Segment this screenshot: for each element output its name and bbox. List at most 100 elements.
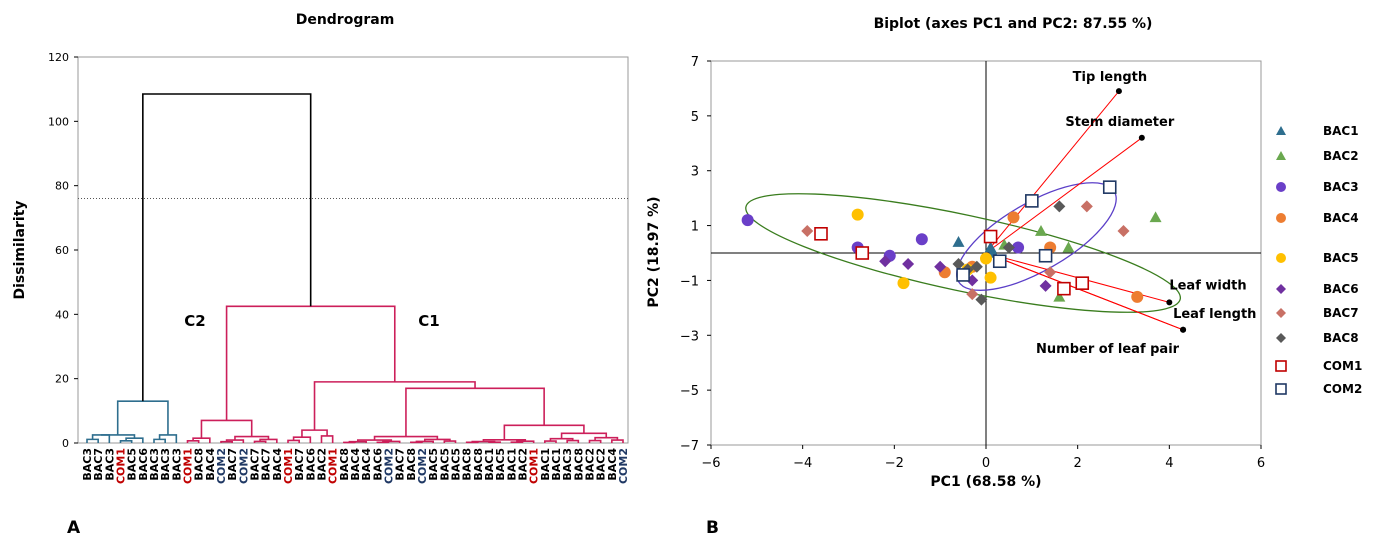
dendrogram-leaf-label: COM1 — [182, 448, 195, 484]
data-point-bac8 — [952, 257, 965, 270]
biplot-y-tick-label: 5 — [691, 110, 699, 125]
data-point-com1 — [1075, 276, 1090, 290]
dendrogram-leaf-label: BAC5 — [427, 448, 440, 481]
data-point-bac5 — [851, 208, 864, 221]
dendrogram-leaf-label: BAC7 — [260, 448, 273, 481]
dendrogram-leaf-label: BAC8 — [193, 448, 206, 481]
data-point-com1 — [814, 227, 828, 241]
biplot-x-tick-label: 6 — [1257, 456, 1265, 471]
data-point-bac5 — [897, 277, 910, 290]
dendrogram-leaf-label: BAC4 — [271, 448, 284, 481]
dendrogram-link — [200, 419, 253, 439]
biplot-x-tick-label: 0 — [982, 456, 990, 471]
dendrogram-link — [465, 441, 479, 444]
dendrogram-link — [382, 440, 401, 443]
dendrogram-link — [253, 440, 267, 443]
dendrogram-leaf-label: COM2 — [383, 448, 396, 484]
biplot-y-tick-label: −7 — [680, 439, 699, 454]
dendrogram-link — [588, 439, 602, 443]
dendrogram-leaf-label: COM2 — [237, 448, 250, 484]
legend-marker-bac6 — [1276, 284, 1286, 294]
cluster-label-c1: C1 — [418, 312, 439, 330]
legend-label: BAC8 — [1323, 331, 1359, 345]
variable-vector — [985, 137, 1143, 254]
dendrogram-y-axis: 0 20 40 60 80 100 120 — [48, 51, 78, 450]
dendrogram-link — [423, 438, 451, 442]
dendrogram-link — [566, 439, 580, 443]
cluster-label-c2: C2 — [184, 312, 205, 330]
biplot-y-tick-label: −5 — [680, 384, 699, 399]
data-point-bac6 — [902, 257, 915, 270]
dendrogram-link — [119, 440, 133, 443]
data-point-bac7 — [1117, 225, 1130, 238]
dendrogram-leaf-label: BAC2 — [595, 448, 608, 481]
dendrogram-link — [186, 440, 200, 443]
biplot-chart: Biplot (axes PC1 and PC2: 87.55 %) PC1 (… — [646, 16, 1362, 538]
variable-vector-label: Number of leaf pair — [1036, 342, 1180, 357]
dendrogram-link — [100, 434, 136, 439]
data-point-bac8 — [1002, 241, 1015, 254]
dendrogram-link — [320, 435, 334, 443]
legend-label: BAC1 — [1323, 124, 1359, 138]
legend-marker-bac7 — [1276, 308, 1286, 318]
panel-label-b: B — [706, 518, 719, 538]
data-point-bac4 — [1007, 211, 1020, 224]
dendrogram-leaf-label: BAC8 — [472, 448, 485, 481]
data-point-bac6 — [934, 260, 947, 273]
dendrogram-leaf-label: COM2 — [617, 448, 630, 484]
dendrogram-leaf-label: BAC8 — [572, 448, 585, 481]
dendrogram-y-tick-label: 20 — [55, 373, 69, 386]
dendrogram-plot-frame — [77, 56, 629, 444]
dendrogram-leaf-label: BAC7 — [226, 448, 239, 481]
dendrogram-leaf-label: BAC7 — [92, 448, 105, 481]
dendrogram-link — [234, 435, 270, 441]
data-point-bac8 — [975, 293, 988, 306]
variable-vector-endpoint — [1166, 299, 1173, 306]
dendrogram-leaf-label: BAC2 — [517, 448, 530, 481]
legend-marker-com1 — [1275, 360, 1287, 372]
variable-vectors: Tip length Stem diameter Leaf width Leaf le… — [985, 70, 1256, 357]
variable-vector-label: Tip length — [1073, 70, 1147, 85]
dendrogram-leaf-label: BAC2 — [584, 448, 597, 481]
data-point-com2 — [956, 268, 970, 282]
dendrogram-link — [343, 441, 356, 444]
dendrogram-y-axis-label: Dissimilarity — [12, 200, 28, 299]
panel-label-a: A — [67, 518, 81, 538]
legend-marker-bac5 — [1276, 253, 1286, 263]
biplot-x-tick-label: −6 — [701, 456, 720, 471]
data-point-bac8 — [970, 260, 983, 273]
variable-vector — [985, 252, 1184, 331]
dendrogram-leaf-labels: BAC3BAC7BAC3COM1BAC5BAC6BAC3BAC3BAC3COM1… — [81, 448, 630, 484]
dendrogram-leaf-label: BAC5 — [126, 448, 139, 481]
biplot-x-tick-label: 2 — [1074, 456, 1082, 471]
legend-label: BAC2 — [1323, 149, 1359, 163]
data-point-bac7 — [966, 288, 979, 301]
dendrogram-leaf-label: BAC7 — [394, 448, 407, 481]
data-point-bac7 — [1080, 200, 1093, 213]
dendrogram-title: Dendrogram — [296, 12, 395, 28]
dendrogram-leaf-label: COM2 — [215, 448, 228, 484]
variable-vector-endpoint — [1180, 326, 1187, 333]
biplot-y-tick-label: 7 — [691, 55, 699, 70]
data-point-com1 — [1057, 281, 1071, 296]
dendrogram-link — [443, 440, 457, 443]
dendrogram-link — [86, 438, 99, 443]
legend-label: BAC5 — [1323, 251, 1359, 265]
biplot-x-tick-label: −4 — [793, 456, 812, 471]
biplot-y-tick-label: −1 — [680, 274, 699, 289]
dendrogram-link — [313, 381, 476, 431]
dendrogram-leaf-label: BAC1 — [539, 448, 552, 481]
variable-vector-endpoint — [1138, 134, 1145, 141]
variable-vector-endpoint — [1115, 88, 1122, 95]
dendrogram-leaf-label: BAC4 — [204, 448, 217, 481]
dendrogram-link — [91, 434, 111, 443]
dendrogram-link — [594, 436, 619, 441]
biplot-x-tick-label: −2 — [885, 456, 904, 471]
biplot-y-axis-label: PC2 (18.97 %) — [646, 196, 662, 307]
data-point-com2 — [1102, 180, 1117, 194]
legend-marker-bac4 — [1276, 213, 1286, 223]
legend-marker-bac1 — [1276, 126, 1286, 135]
biplot-title: Biplot (axes PC1 and PC2: 87.55 %) — [874, 16, 1153, 32]
dendrogram-leaf-label: BAC5 — [494, 448, 507, 481]
confidence-ellipse-small — [955, 182, 1117, 291]
